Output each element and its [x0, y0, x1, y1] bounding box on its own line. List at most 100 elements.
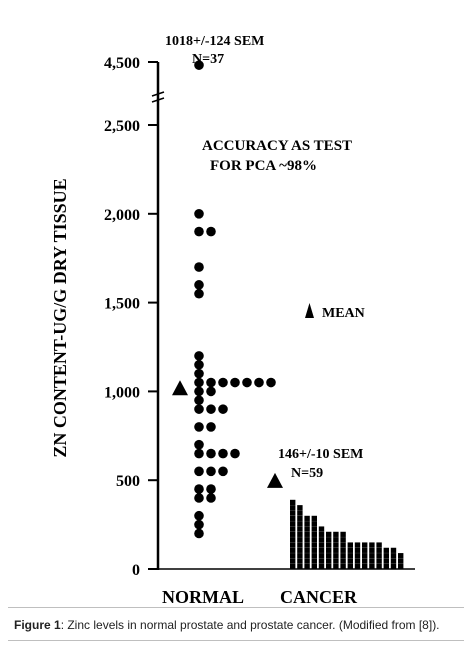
cancer-data-point: [304, 515, 310, 521]
normal-data-point: [194, 422, 204, 432]
mean-legend-triangle: [305, 303, 314, 318]
cancer-data-point: [290, 499, 296, 505]
normal-data-point: [206, 226, 216, 237]
normal-data-point: [194, 493, 204, 503]
cancer-data-point: [318, 553, 325, 559]
y-tick-label: 0: [132, 562, 140, 579]
cancer-data-point: [311, 531, 317, 537]
cancer-data-point: [290, 537, 296, 543]
cancer-data-point: [311, 521, 317, 527]
normal-data-point: [194, 510, 204, 521]
cancer-data-point: [333, 531, 339, 537]
cancer-data-point: [326, 558, 332, 564]
cancer-data-point: [369, 563, 375, 569]
cancer-data-point: [304, 537, 310, 543]
normal-data-point: [230, 377, 240, 388]
cancer-data-point: [390, 547, 397, 553]
normal-mean-triangle: [172, 380, 188, 396]
y-tick-label: 500: [116, 473, 140, 490]
normal-data-point: [194, 386, 204, 397]
cancer-data-point: [318, 531, 325, 537]
cancer-data-point: [362, 553, 368, 559]
cancer-data-point: [376, 542, 382, 548]
normal-summary-text: 1018+/-124 SEM: [165, 34, 264, 49]
normal-data-point: [194, 484, 204, 494]
normal-data-point: [194, 351, 204, 361]
cancer-data-point: [383, 553, 389, 559]
cancer-data-point: [340, 547, 346, 553]
y-axis-label: ZN CONTENT-UG/G DRY TISSUE: [50, 178, 70, 457]
cancer-data-point: [354, 542, 361, 548]
cancer-data-point: [304, 563, 310, 569]
normal-data-point: [206, 493, 216, 503]
caption-text: : Zinc levels in normal prostate and pro…: [60, 618, 440, 632]
cancer-data-point: [362, 563, 368, 569]
cancer-data-point: [297, 515, 303, 521]
normal-data-point: [194, 377, 204, 388]
cancer-data-point: [333, 553, 339, 559]
cancer-data-point: [347, 553, 353, 559]
normal-data-point: [206, 448, 216, 459]
zinc-scatter-chart: 4,500 2,500 2,000 1,500 1,000 500 0 ZN CONTENT…: [50, 34, 415, 605]
cancer-data-point: [326, 563, 332, 569]
cancer-data-point: [304, 521, 310, 527]
category-label-cancer: CANCER: [280, 587, 358, 605]
y-tick-label: 4,500: [104, 55, 140, 72]
normal-data-point: [194, 368, 204, 379]
cancer-data-point: [354, 553, 361, 559]
normal-data-point: [218, 448, 228, 459]
cancer-data-point: [311, 542, 317, 548]
mean-legend-text: MEAN: [322, 306, 365, 321]
cancer-data-point: [311, 537, 317, 543]
cancer-data-point: [318, 542, 325, 548]
cancer-data-point: [318, 547, 325, 553]
figure-caption: Figure 1: Zinc levels in normal prostate…: [8, 607, 464, 641]
cancer-data-point: [398, 558, 404, 564]
cancer-data-point: [369, 558, 375, 564]
cancer-data-point: [326, 547, 332, 553]
cancer-data-point: [290, 521, 296, 527]
normal-data-point: [194, 359, 204, 370]
normal-data-point: [206, 484, 216, 494]
normal-data-point: [194, 280, 204, 290]
cancer-data-point: [326, 537, 332, 543]
normal-data-point: [218, 377, 228, 388]
cancer-data-point: [290, 510, 296, 516]
cancer-data-point: [333, 563, 339, 569]
cancer-data-point: [398, 563, 404, 569]
cancer-data-point: [318, 558, 325, 564]
cancer-data-point: [333, 537, 339, 543]
cancer-data-point: [297, 537, 303, 543]
y-tick-label: 1,500: [104, 296, 140, 313]
cancer-data-point: [297, 531, 303, 537]
cancer-data-point: [304, 547, 310, 553]
cancer-data-point: [376, 553, 382, 559]
cancer-data-point: [333, 542, 339, 548]
cancer-data-point: [297, 547, 303, 553]
y-tick-label: 1,000: [104, 384, 140, 401]
cancer-data-point: [304, 553, 310, 559]
cancer-data-point: [340, 563, 346, 569]
cancer-data-point: [376, 558, 382, 564]
normal-n-text: N=37: [192, 52, 224, 67]
cancer-data-point: [297, 563, 303, 569]
cancer-data-point: [383, 563, 389, 569]
cancer-data-point: [347, 542, 353, 548]
axis-break-mark: [151, 91, 165, 103]
normal-data-point: [194, 448, 204, 459]
cancer-data-point: [376, 547, 382, 553]
cancer-data-point: [398, 553, 404, 559]
cancer-data-point: [333, 558, 339, 564]
category-label-normal: NORMAL: [162, 587, 244, 605]
cancer-data-point: [290, 542, 296, 548]
cancer-data-point: [290, 558, 296, 564]
cancer-data-point: [340, 542, 346, 548]
cancer-data-point: [340, 531, 346, 537]
cancer-data-point: [340, 537, 346, 543]
cancer-data-point: [297, 521, 303, 527]
cancer-data-point: [290, 515, 296, 521]
cancer-data-point: [390, 553, 397, 559]
normal-data-point: [206, 404, 216, 414]
y-tick-label: 2,500: [104, 118, 140, 135]
cancer-data-point: [369, 553, 375, 559]
